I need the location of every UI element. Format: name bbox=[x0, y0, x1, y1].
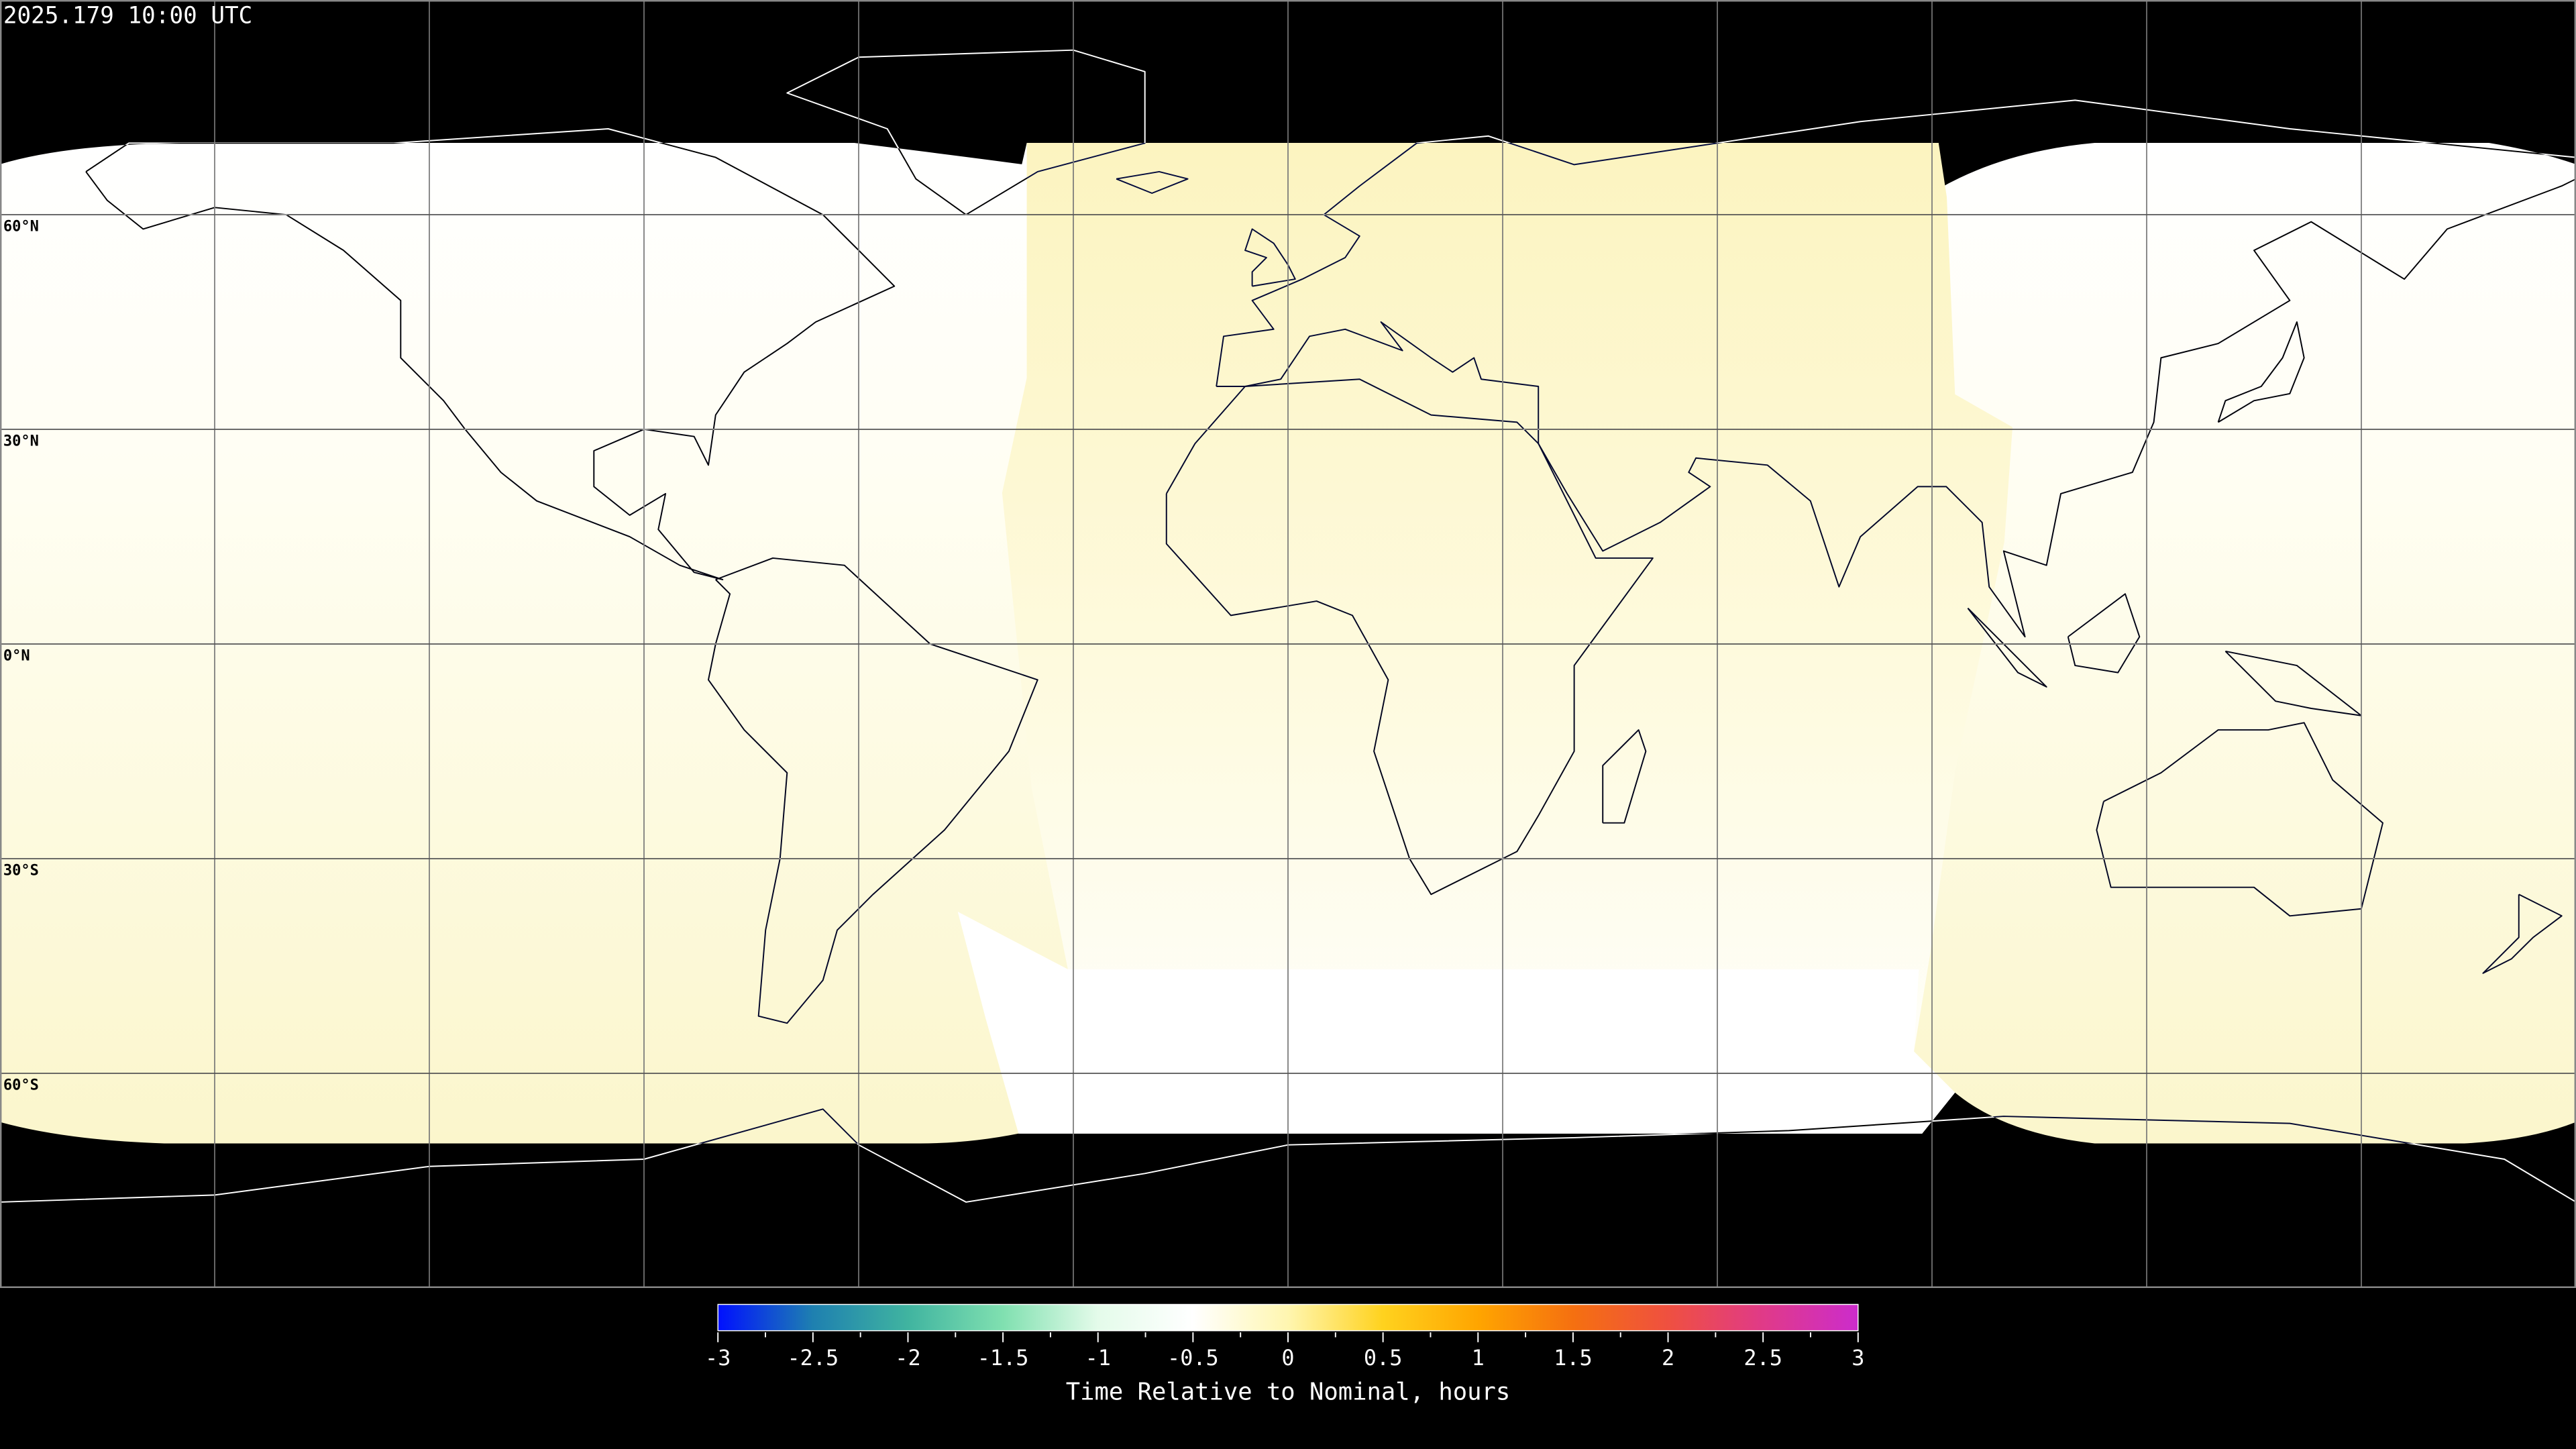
coastline-great-britain bbox=[1244, 228, 1296, 287]
latitude-label: 0°N bbox=[3, 647, 30, 664]
colorbar-tick-label: 0.5 bbox=[1364, 1345, 1403, 1371]
coastline-australia bbox=[2096, 722, 2383, 917]
map-frame bbox=[0, 0, 2576, 1288]
colorbar-tick-label: -2 bbox=[895, 1345, 920, 1371]
latitude-label: 60°N bbox=[3, 218, 39, 235]
colorbar-tick-label: -3 bbox=[705, 1345, 731, 1371]
colorbar-ticks: -3 -2.5 -2 -1.5 -1 -0.5 0 0.5 1 1.5 2 2.5 3 bbox=[705, 1332, 1864, 1371]
colorbar-tick-label: -1.5 bbox=[977, 1345, 1029, 1371]
map-title: 2025.179 10:00 UTC bbox=[3, 2, 252, 29]
colorbar-tick-label: 0 bbox=[1281, 1345, 1294, 1371]
coastline-madagascar bbox=[1602, 729, 1647, 824]
colorbar-label: Time Relative to Nominal, hours bbox=[1066, 1379, 1511, 1406]
coastlines bbox=[0, 49, 2576, 1203]
coverage-southern-white-zone bbox=[957, 912, 1955, 1134]
coastline-antarctica bbox=[0, 1108, 2576, 1203]
coastline-north-america bbox=[85, 128, 896, 580]
graticule bbox=[0, 0, 2576, 1288]
latitude-label: 60°S bbox=[3, 1077, 39, 1093]
coastline-sumatra bbox=[1967, 607, 2047, 688]
latitude-label: 30°N bbox=[3, 433, 39, 449]
colorbar-tick-label: -1 bbox=[1085, 1345, 1111, 1371]
colorbar-tick-label: 3 bbox=[1851, 1345, 1864, 1371]
colorbar-tick-label: 1.5 bbox=[1554, 1345, 1593, 1371]
colorbar-tick-label: 2.5 bbox=[1743, 1345, 1782, 1371]
colorbar-tick-label: -2.5 bbox=[788, 1345, 839, 1371]
colorbar-gradient bbox=[717, 1303, 1859, 1332]
latitude-labels: 60°N 30°N 0°N 30°S 60°S bbox=[3, 218, 39, 1093]
coverage-central-disk bbox=[957, 143, 2012, 1134]
coastline-south-america bbox=[708, 557, 1038, 1024]
coastline-new-guinea bbox=[2224, 650, 2362, 716]
coastline-iceland bbox=[1116, 170, 1189, 194]
colorbar: -3 -2.5 -2 -1.5 -1 -0.5 0 0.5 1 1.5 2 2.5 3 Time Rel… bbox=[705, 1303, 1864, 1406]
coastline-eurasia bbox=[1216, 99, 2576, 387]
coastline-japan bbox=[2217, 321, 2305, 423]
coastline-borneo bbox=[2067, 593, 2141, 674]
coastline-eurasia-south bbox=[1216, 178, 2576, 638]
coastline-greenland bbox=[786, 49, 1146, 215]
coastline-africa bbox=[1165, 378, 1654, 896]
colorbar-tick-label: 2 bbox=[1662, 1345, 1674, 1371]
coastline-new-zealand bbox=[2482, 894, 2563, 974]
latitude-label: 30°S bbox=[3, 862, 39, 879]
colorbar-tick-label: -0.5 bbox=[1167, 1345, 1219, 1371]
colorbar-tick-label: 1 bbox=[1472, 1345, 1485, 1371]
